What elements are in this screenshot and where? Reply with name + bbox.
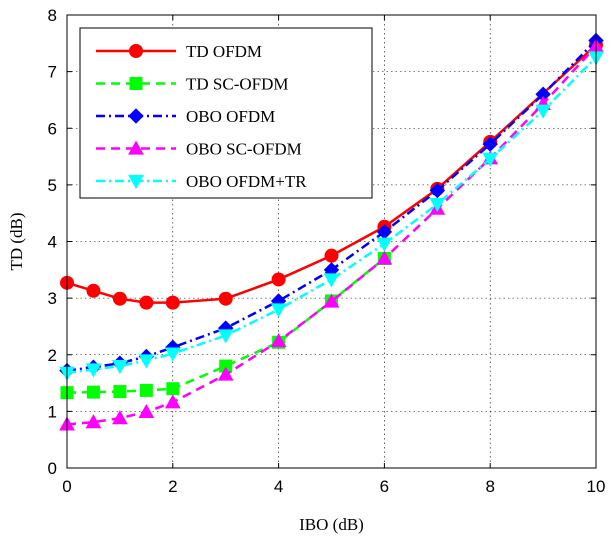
series-layer <box>59 32 604 431</box>
data-point <box>112 410 128 425</box>
data-point <box>323 293 340 308</box>
data-point <box>166 382 180 396</box>
legend-swatch-marker <box>128 108 144 124</box>
y-tick-label: 4 <box>48 233 57 252</box>
data-point <box>165 295 180 310</box>
data-point <box>138 354 155 369</box>
x-tick-label: 4 <box>274 477 283 496</box>
data-point <box>164 394 181 409</box>
y-tick-label: 8 <box>48 6 57 25</box>
data-point <box>217 366 234 381</box>
x-tick-label: 10 <box>587 477 606 496</box>
data-point <box>138 403 155 419</box>
data-point <box>376 237 393 252</box>
legend-box <box>79 27 373 199</box>
y-tick-label: 0 <box>48 459 57 478</box>
legend-item: OBO SC-OFDM <box>96 140 302 159</box>
data-point <box>324 248 339 263</box>
data-point <box>429 182 446 199</box>
y-tick-label: 1 <box>48 402 57 421</box>
legend: TD OFDM TD SC-OFDM OBO OFDM OBO SC-OFDM OBO … <box>79 27 373 199</box>
legend-label: TD SC-OFDM <box>186 75 289 94</box>
axis-ticks: 0 2 4 6 8 10 0 1 2 3 4 5 6 7 8 <box>48 6 606 496</box>
legend-item: TD OFDM <box>96 42 262 61</box>
data-point <box>217 329 234 344</box>
y-tick-label: 2 <box>48 346 57 365</box>
legend-swatch-marker <box>128 140 144 155</box>
data-point <box>535 104 551 119</box>
data-point <box>85 363 102 378</box>
x-axis-label: IBO (dB) <box>299 515 364 534</box>
data-point <box>270 303 287 318</box>
data-point <box>113 385 127 399</box>
data-point <box>482 152 499 167</box>
data-point <box>429 198 446 213</box>
legend-item: OBO OFDM <box>96 107 275 126</box>
data-point <box>218 291 233 306</box>
series-4 <box>59 51 604 381</box>
y-tick-label: 7 <box>48 63 57 82</box>
data-point <box>85 414 102 429</box>
data-point <box>86 283 101 298</box>
data-point <box>376 250 393 265</box>
x-tick-label: 6 <box>380 477 389 496</box>
x-tick-label: 8 <box>485 477 494 496</box>
legend-item: TD SC-OFDM <box>96 75 289 94</box>
y-axis-label: TD (dB) <box>7 212 26 270</box>
legend-label: OBO OFDM+TR <box>186 172 307 191</box>
data-point <box>139 383 153 397</box>
x-tick-label: 0 <box>62 477 71 496</box>
data-point <box>112 359 128 375</box>
legend-swatch-marker <box>128 174 144 190</box>
data-point <box>139 295 154 310</box>
data-point <box>323 273 340 288</box>
data-point <box>164 347 181 362</box>
x-tick-label: 2 <box>168 477 177 496</box>
data-point <box>271 272 286 287</box>
legend-label: TD OFDM <box>186 42 262 61</box>
legend-item: OBO OFDM+TR <box>96 172 307 191</box>
y-tick-label: 5 <box>48 176 57 195</box>
data-point <box>112 291 127 306</box>
y-tick-label: 3 <box>48 289 57 308</box>
legend-label: OBO SC-OFDM <box>186 140 302 159</box>
legend-swatch-marker <box>129 44 143 58</box>
legend-label: OBO OFDM <box>186 107 275 126</box>
legend-swatch-marker <box>129 77 143 90</box>
data-point <box>270 333 287 348</box>
data-point <box>86 385 100 399</box>
y-tick-label: 6 <box>48 119 57 138</box>
